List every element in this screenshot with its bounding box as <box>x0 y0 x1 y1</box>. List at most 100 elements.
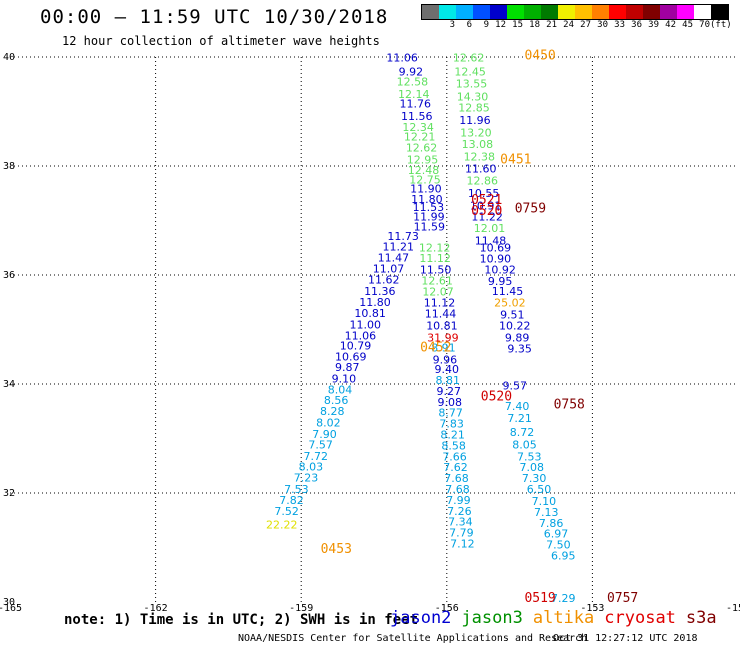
wave-height-value: 8.91 <box>431 341 456 354</box>
wave-height-value: 12.62 <box>406 141 438 154</box>
color-swatch <box>694 5 711 19</box>
wave-height-value: 12.75 <box>409 173 441 186</box>
page-title: 00:00 – 11:59 UTC 10/30/2018 <box>40 6 389 28</box>
longitude-tick-label: -162 <box>144 603 168 614</box>
wave-height-value: 12.58 <box>397 75 429 88</box>
wave-height-value: 10.79 <box>340 340 372 353</box>
color-swatch-label: 24 <box>563 20 574 30</box>
wave-height-value: 9.35 <box>507 342 532 355</box>
wave-height-value: 31.99 <box>427 331 459 344</box>
pass-time-label: 0453 <box>321 542 352 557</box>
color-swatch <box>575 5 592 19</box>
wave-height-value: 7.40 <box>505 400 530 413</box>
color-swatch-label: 70 <box>699 20 710 30</box>
wave-height-value: 11.80 <box>359 296 391 309</box>
wave-height-value: 13.08 <box>462 138 494 151</box>
wave-height-value: 10.55 <box>468 187 500 200</box>
color-swatch-label: (ft) <box>710 20 732 30</box>
wave-height-value: 12.62 <box>453 51 485 64</box>
wave-height-value: 12.61 <box>421 274 453 287</box>
color-swatch <box>507 5 524 19</box>
color-swatch-label: 45 <box>682 20 693 30</box>
color-swatch-label: 18 <box>529 20 540 30</box>
pass-time-label: 0450 <box>524 49 555 64</box>
wave-height-value: 11.00 <box>350 318 382 331</box>
color-swatch <box>439 5 456 19</box>
wave-height-value: 11.99 <box>413 211 445 224</box>
pass-time-label: 0519 <box>524 591 555 606</box>
color-swatch-label: 15 <box>512 20 523 30</box>
latitude-tick-label: 38 <box>3 161 15 172</box>
wave-height-value: 11.07 <box>373 262 405 275</box>
wave-height-value: 8.02 <box>316 417 341 430</box>
wave-height-value: 9.40 <box>435 363 460 376</box>
wave-height-value: 11.44 <box>425 308 457 321</box>
wave-height-value: 7.12 <box>450 538 475 551</box>
wave-height-value: 6.95 <box>551 549 576 562</box>
color-swatch <box>541 5 558 19</box>
color-swatch <box>490 5 507 19</box>
wave-height-value: 12.34 <box>402 121 434 134</box>
wave-height-value: 8.03 <box>299 461 324 474</box>
wave-height-value: 7.99 <box>446 494 471 507</box>
longitude-tick-label: -150 <box>726 603 740 614</box>
wave-height-value: 7.13 <box>534 506 559 519</box>
wave-height-value: 7.79 <box>449 527 474 540</box>
wave-height-value: 9.10 <box>332 372 357 385</box>
wave-height-value: 7.68 <box>445 483 470 496</box>
wave-height-value: 11.96 <box>459 114 491 127</box>
wave-height-value: 11.62 <box>368 274 400 287</box>
wave-height-value: 7.23 <box>294 472 319 485</box>
wave-height-value: 7.29 <box>551 592 576 605</box>
wave-height-value: 11.53 <box>413 201 445 214</box>
wave-height-value: 12.45 <box>454 66 486 79</box>
color-swatch-label: 42 <box>665 20 676 30</box>
wave-height-value: 11.12 <box>419 252 451 265</box>
wave-height-value: 11.47 <box>378 251 410 264</box>
wave-height-value: 8.81 <box>436 374 461 387</box>
wave-height-value: 11.06 <box>345 329 377 342</box>
wave-height-value: 12.01 <box>474 222 506 235</box>
wave-height-value: 11.59 <box>414 220 446 233</box>
wave-height-value: 7.53 <box>517 450 542 463</box>
color-swatch <box>643 5 660 19</box>
latitude-tick-label: 32 <box>3 488 15 499</box>
wave-height-value: 7.86 <box>539 517 564 530</box>
wave-height-value: 9.51 <box>500 309 525 322</box>
wave-height-value: 12.48 <box>408 164 440 177</box>
wave-height-value: 7.30 <box>522 472 547 485</box>
page-subtitle: 12 hour collection of altimeter wave hei… <box>62 34 380 48</box>
pass-time-label: 0520 <box>471 204 502 219</box>
wave-height-value: 9.96 <box>433 353 458 366</box>
wave-height-value: 10.69 <box>335 351 367 364</box>
color-swatch <box>660 5 677 19</box>
wave-height-value: 22.22 <box>266 518 298 531</box>
wave-height-value: 9.89 <box>505 331 530 344</box>
wave-height-value: 13.20 <box>460 127 492 140</box>
wave-height-value: 7.34 <box>448 516 473 529</box>
color-scale-legend: 3 6 9 12 15 18 21 24 27 30 33 36 39 42 45 70 (ft) <box>421 4 732 30</box>
pass-time-label: 0521 <box>471 193 502 208</box>
latitude-tick-label: 36 <box>3 270 15 281</box>
color-swatch-label: 21 <box>546 20 557 30</box>
color-swatch <box>592 5 609 19</box>
wave-height-value: 6.97 <box>544 528 569 541</box>
color-swatch <box>473 5 490 19</box>
color-swatch-label: 3 <box>449 20 455 30</box>
wave-height-value: 12.86 <box>466 175 498 188</box>
wave-height-value: 11.90 <box>410 183 442 196</box>
wave-height-value: 7.26 <box>447 505 472 518</box>
pass-time-label: 0520 <box>481 389 512 404</box>
wave-height-value: 12.07 <box>422 286 454 299</box>
wave-height-value: 11.22 <box>471 211 503 224</box>
wave-height-value: 10.92 <box>484 263 516 276</box>
color-swatch-label: 39 <box>648 20 659 30</box>
wave-height-value: 14.30 <box>457 91 489 104</box>
wave-height-value: 8.28 <box>320 405 345 418</box>
wave-height-value: 7.10 <box>532 495 557 508</box>
wave-height-value: 7.21 <box>507 412 532 425</box>
satellite-legend-entry: cryosat <box>604 608 676 628</box>
wave-height-value: 11.50 <box>420 263 452 276</box>
wave-height-value: 11.60 <box>465 163 497 176</box>
wave-height-value: 7.53 <box>284 483 309 496</box>
